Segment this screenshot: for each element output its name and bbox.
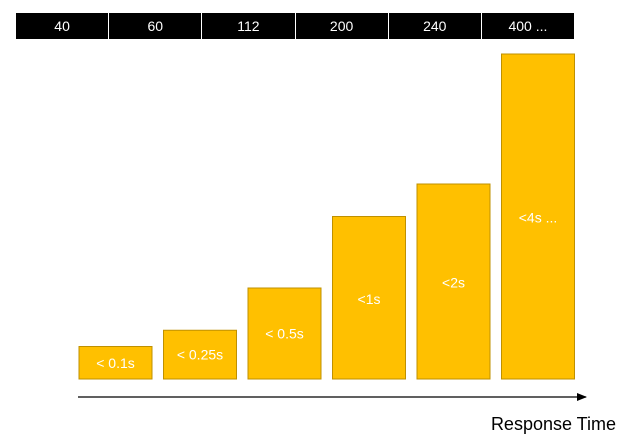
bar-label: < 0.25s: [177, 347, 223, 363]
top-value-cell: 400 ...: [508, 18, 548, 34]
bar-label: < 0.5s: [265, 326, 304, 342]
top-value-row: 40 60 112 200 240 400 ...: [16, 13, 574, 39]
bar-series: < 0.1s < 0.25s < 0.5s <1s <2s <4s ...: [78, 53, 575, 380]
top-value-cell: 200: [296, 13, 389, 39]
bar-label: < 0.1s: [96, 355, 135, 371]
bar: [78, 346, 153, 380]
bar-label: <1s: [358, 291, 381, 307]
bar: [332, 216, 406, 380]
top-value-cell: 40: [16, 13, 110, 39]
bar: [416, 183, 491, 380]
bar: [247, 287, 322, 380]
top-value-cell: 112: [202, 13, 296, 39]
top-value-cell: 60: [109, 13, 203, 39]
top-value-cell: 240: [389, 13, 482, 39]
x-axis-label: Response Time: [490, 414, 616, 434]
bar: [501, 53, 575, 380]
bar: [163, 329, 237, 380]
bar-label: <4s ...: [519, 210, 558, 226]
bar-label: <2s: [442, 275, 465, 291]
